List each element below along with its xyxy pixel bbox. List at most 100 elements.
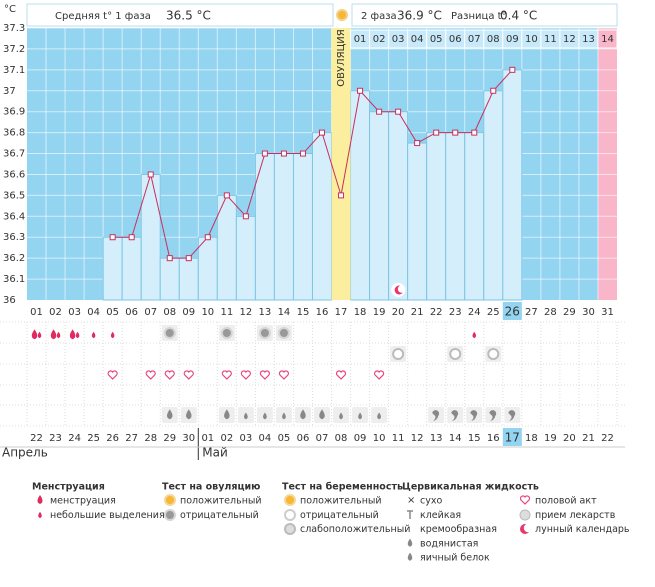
temperature-point <box>166 255 173 262</box>
diff-label: Разница t° <box>451 11 507 22</box>
legend-item: небольшие выделения <box>50 510 165 521</box>
watery-small-icon <box>358 412 362 420</box>
phase1-box <box>26 3 334 27</box>
date-label: 20 <box>563 433 576 444</box>
temperature-bar <box>350 90 371 301</box>
temperature-bar <box>407 142 428 301</box>
egg-white-icon <box>451 410 459 421</box>
phase2-day: 06 <box>449 34 462 45</box>
temperature-point <box>128 234 135 241</box>
day-label: 31 <box>601 307 614 318</box>
phase2-day: 09 <box>506 34 519 45</box>
temperature-point <box>204 234 211 241</box>
phase2-label: 2 фаза <box>361 11 397 22</box>
moon-icon-cut <box>397 285 406 293</box>
day-label: 11 <box>220 307 233 318</box>
date-label: 29 <box>163 433 176 444</box>
legend-item: положительный <box>300 496 382 507</box>
intercourse-icon <box>278 370 290 380</box>
temperature-bar <box>311 132 333 301</box>
date-label: 19 <box>544 433 557 444</box>
phase1-label: Средняя t° 1 фаза <box>55 11 151 22</box>
watery-small-icon <box>243 412 248 420</box>
date-label: 06 <box>297 433 310 444</box>
phase2-day: 12 <box>563 34 576 45</box>
legend-title: Тест на беременность <box>282 482 403 493</box>
legend-item: отрицательный <box>180 510 259 521</box>
day-label: 23 <box>449 307 462 318</box>
date-label: 13 <box>430 433 443 444</box>
diff-value: 0.4 °C <box>500 9 537 23</box>
date-label: 26 <box>106 433 119 444</box>
legend-icon <box>284 523 296 535</box>
day-label: 02 <box>49 307 62 318</box>
date-label: 24 <box>68 433 81 444</box>
phase2-box <box>351 3 618 27</box>
phase2-day: 13 <box>582 34 595 45</box>
intercourse-icon <box>374 370 385 380</box>
watery-icon <box>186 409 192 420</box>
intercourse-icon <box>107 370 118 380</box>
legend-item: отрицательный <box>300 510 379 521</box>
y-tick-label: 36.7 <box>3 149 25 160</box>
day-label: 28 <box>544 307 557 318</box>
day-label: 15 <box>297 307 310 318</box>
date-label: 08 <box>335 433 348 444</box>
legend-item: сухо <box>420 496 442 507</box>
day-label: 30 <box>582 307 595 318</box>
ovulation-icon <box>336 9 348 21</box>
day-label: 08 <box>163 307 176 318</box>
phase1-value: 36.5 °C <box>166 9 211 23</box>
phase2-value: 36.9 °C <box>397 9 442 23</box>
temperature-point <box>147 171 154 178</box>
watery-small-icon <box>282 412 286 420</box>
phase2-day: 03 <box>392 34 405 45</box>
date-label: 02 <box>220 433 233 444</box>
menstruation-icon <box>37 331 42 339</box>
menstruation-icon <box>50 329 57 340</box>
legend-item: прием лекарств <box>535 510 616 521</box>
intercourse-icon <box>145 370 156 380</box>
y-tick-label: 37.3 <box>3 23 25 34</box>
date-label: 22 <box>30 433 43 444</box>
date-label: 16 <box>487 433 500 444</box>
legend-icon <box>37 495 43 504</box>
y-tick-label: 36.3 <box>3 232 25 243</box>
ovulation-label: ОВУЛЯЦИЯ <box>336 29 347 87</box>
date-label: 10 <box>373 433 386 444</box>
temperature-point <box>414 140 421 147</box>
temperature-line <box>112 69 513 259</box>
y-tick-label: 36.1 <box>3 274 25 285</box>
temperature-point <box>338 192 345 199</box>
date-label: 17 <box>505 431 520 445</box>
spotting-icon <box>110 331 115 339</box>
legend-title: Цервикальная жидкость <box>402 482 539 493</box>
temperature-point <box>242 213 249 220</box>
y-tick-label: 36.9 <box>3 107 25 118</box>
legend-icon <box>38 511 42 519</box>
y-tick-label: 37 <box>3 86 16 97</box>
phase2-day: 01 <box>354 34 367 45</box>
date-label: 12 <box>411 433 424 444</box>
day-label: 05 <box>106 307 119 318</box>
legend-icon <box>164 494 176 506</box>
date-label: 15 <box>468 433 481 444</box>
intercourse-icon <box>240 370 251 380</box>
legend-item: кремообразная <box>420 524 497 535</box>
phase2-day: 07 <box>468 34 481 45</box>
date-label: 21 <box>582 433 595 444</box>
temperature-point <box>109 234 116 241</box>
watery-icon <box>319 409 325 420</box>
intercourse-icon <box>221 370 232 380</box>
day-label: 26 <box>505 305 520 319</box>
legend-icon <box>407 538 413 547</box>
day-label: 12 <box>240 307 253 318</box>
day-label: 22 <box>430 307 443 318</box>
legend-item: яичный белок <box>420 553 490 564</box>
unit-label: °C <box>4 4 16 15</box>
legend-item: лунный календарь <box>535 524 630 535</box>
temperature-point <box>509 66 516 73</box>
egg-white-icon <box>470 410 478 421</box>
day-label: 21 <box>411 307 424 318</box>
